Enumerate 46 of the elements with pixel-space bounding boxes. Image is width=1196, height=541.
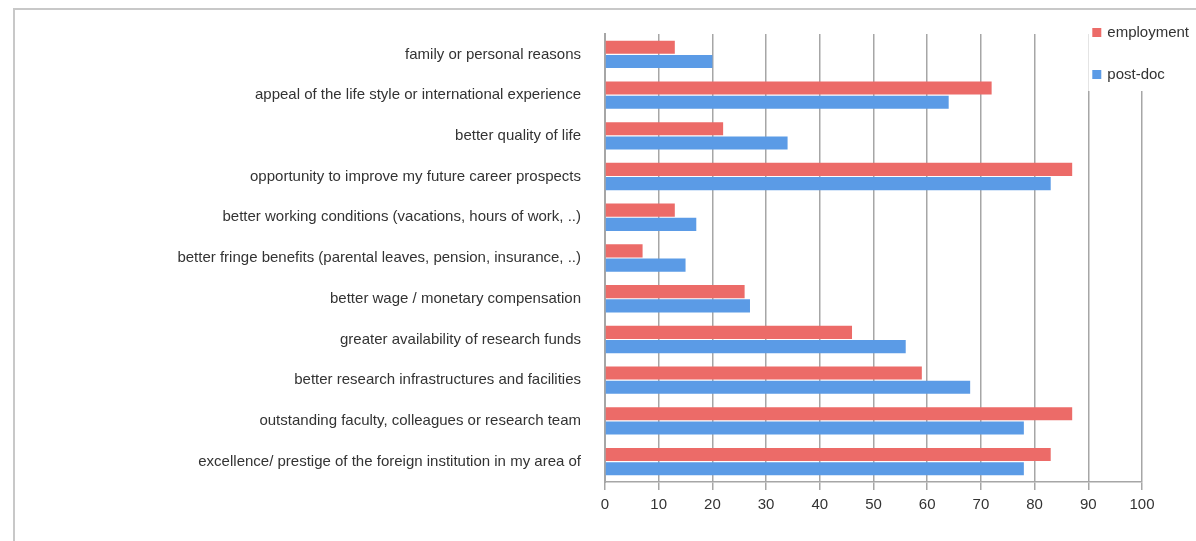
- y-tick-label: excellence/ prestige of the foreign institution in my area of: [198, 451, 582, 469]
- bar: [605, 447, 1051, 462]
- bar: [605, 421, 1024, 435]
- y-tick-label: family or personal reasons: [405, 44, 581, 62]
- x-tick-label: 10: [650, 495, 668, 513]
- y-tick-label: better fringe benefits (parental leaves, pension, insurance, ..): [177, 248, 581, 266]
- bar: [605, 136, 788, 150]
- bar: [605, 95, 949, 109]
- bar: [605, 366, 922, 380]
- x-tick-label: 20: [704, 495, 721, 513]
- y-tick-label: better wage / monetary compensation: [330, 288, 581, 306]
- bar: [605, 81, 992, 95]
- y-tick-label: better quality of life: [455, 125, 581, 143]
- x-tick-label: 50: [865, 495, 882, 513]
- y-tick-label: greater availability of research funds: [340, 329, 581, 347]
- bar: [605, 54, 713, 69]
- bar: [605, 122, 724, 136]
- y-tick-label: better working conditions (vacations, hours of work, ..): [222, 207, 581, 225]
- y-tick-label: better research infrastructures and facilities: [294, 370, 581, 388]
- bar: [605, 203, 675, 217]
- x-tick-label: 0: [600, 495, 610, 513]
- bar: [605, 40, 675, 54]
- legend-label: employment: [1107, 23, 1190, 41]
- bar: [605, 380, 971, 394]
- x-tick-label: 90: [1079, 495, 1097, 513]
- bar: [605, 177, 1051, 191]
- bar: [605, 407, 1073, 421]
- bar: [605, 162, 1073, 176]
- x-tick-label: 100: [1129, 495, 1155, 513]
- y-tick-label: appeal of the life style or international experience: [254, 85, 581, 103]
- y-tick-label: opportunity to improve my future career prospects: [250, 166, 581, 184]
- bar: [605, 299, 750, 313]
- bar: [605, 340, 906, 354]
- legend-label: post-doc: [1107, 65, 1166, 83]
- bar: [605, 217, 697, 231]
- bar: [605, 258, 686, 272]
- bar: [605, 244, 643, 258]
- bar: [605, 462, 1024, 476]
- x-tick-label: 40: [811, 495, 829, 513]
- x-tick-label: 30: [757, 495, 775, 513]
- x-tick-label: 80: [1026, 495, 1043, 513]
- bar: [605, 285, 745, 299]
- x-tick-label: 60: [918, 495, 936, 513]
- x-tick-label: 70: [972, 495, 990, 513]
- bar: [605, 325, 853, 339]
- y-tick-label: outstanding faculty, colleagues or research team: [259, 411, 581, 429]
